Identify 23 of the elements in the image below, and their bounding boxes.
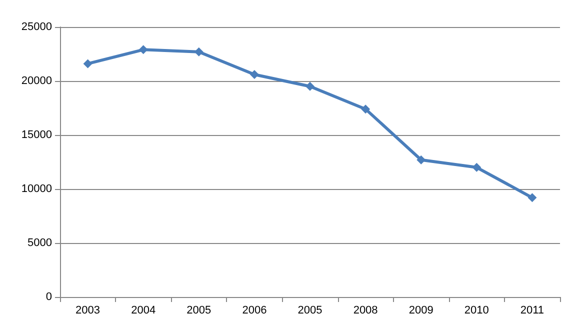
- x-tick-label: 2006: [242, 304, 267, 316]
- y-tick-label: 10000: [21, 183, 52, 195]
- x-tick-label: 2011: [520, 304, 544, 316]
- point: [416, 155, 426, 164]
- x-tick-label: 2010: [464, 304, 489, 316]
- y-tick-label: 5000: [28, 237, 52, 249]
- point: [306, 82, 314, 91]
- y-tick-label: 0: [46, 291, 52, 303]
- point: [472, 162, 482, 172]
- y-tick-label: 25000: [21, 21, 52, 33]
- x-tick-label: 2009: [408, 304, 434, 316]
- x-tick-label: 2008: [353, 304, 378, 316]
- point: [250, 70, 259, 80]
- point: [138, 45, 148, 54]
- y-tick-label: 20000: [21, 75, 52, 87]
- x-tick-label: 2004: [131, 304, 156, 316]
- point: [528, 193, 537, 202]
- point: [83, 59, 92, 68]
- y-tick-label: 15000: [21, 129, 52, 141]
- x-tick-label: 2003: [76, 304, 100, 316]
- x-tick-label: 2005: [298, 304, 322, 316]
- point: [361, 104, 370, 114]
- x-tick-label: 2005: [186, 304, 212, 316]
